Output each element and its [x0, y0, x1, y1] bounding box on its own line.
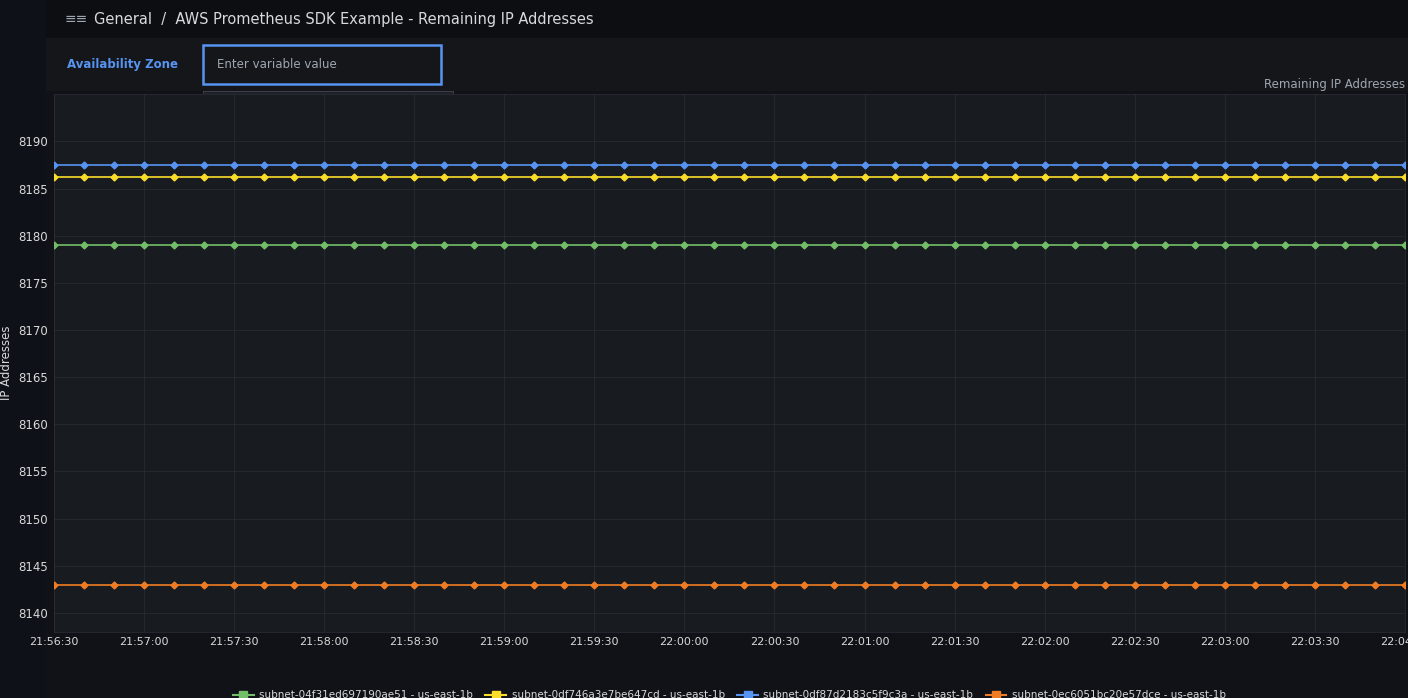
Text: us-east-1c: us-east-1c: [218, 236, 280, 248]
Text: Availability Zone: Availability Zone: [68, 58, 177, 71]
Text: Enter variable value: Enter variable value: [217, 58, 337, 71]
Text: General  /  AWS Prometheus SDK Example - Remaining IP Addresses: General / AWS Prometheus SDK Example - R…: [94, 12, 594, 27]
Text: us-east-1f: us-east-1f: [218, 322, 277, 335]
Text: us-east-1a: us-east-1a: [218, 149, 280, 162]
Text: All: All: [218, 106, 232, 119]
Text: Remaining IP Addresses: Remaining IP Addresses: [1264, 77, 1405, 91]
Legend: subnet-04f31ed697190ae51 - us-east-1b, subnet-0df746a3e7be647cd - us-east-1b, su: subnet-04f31ed697190ae51 - us-east-1b, s…: [230, 686, 1229, 698]
Bar: [203, 177, 453, 221]
FancyBboxPatch shape: [203, 45, 441, 84]
Text: ≡≡: ≡≡: [65, 12, 87, 27]
Text: us-east-1b: us-east-1b: [218, 193, 280, 205]
Y-axis label: IP Addresses: IP Addresses: [0, 326, 13, 400]
Text: us-east-1d: us-east-1d: [218, 279, 280, 292]
